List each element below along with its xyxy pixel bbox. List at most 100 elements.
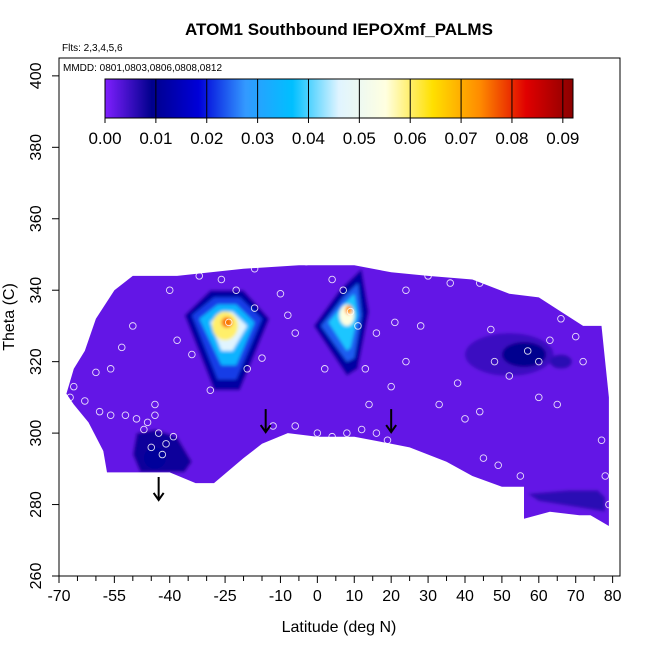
observation-point [346,307,355,316]
observation-point [232,286,240,294]
observation-point [95,407,104,416]
observation-point [320,365,329,373]
x-tick-label: 0 [313,588,322,605]
observation-point [453,379,462,387]
colorbar-border [104,78,574,119]
dates-note: MMDD: 0801,0803,0806,0808,0812 [63,63,222,74]
observation-point [158,450,167,459]
observation-point [605,500,613,509]
observation-point [276,436,285,444]
observation-point [416,322,425,330]
observation-point [391,318,399,327]
observation-point [601,472,609,480]
x-tick-label: 30 [419,588,437,605]
chart-title: ATOM1 Southbound IEPOXmf_PALMS [185,20,493,39]
observation-point [188,350,196,359]
y-tick-label: 300 [28,420,45,447]
arrow-markers [152,409,397,502]
y-tick-label: 360 [28,205,45,232]
colorbar-tick-label: 0.05 [343,129,376,148]
observation-point [597,436,606,444]
observation-point [217,275,226,284]
observation-point [151,400,159,409]
colorbar-tick-label: 0.02 [190,129,223,148]
y-tick-label: 400 [28,62,45,89]
colorbar-tick-label: 0.06 [394,129,427,148]
x-tick-label: 10 [345,588,363,605]
y-tick-label: 320 [28,348,45,375]
observation-point [557,315,565,323]
x-tick-label: 50 [493,588,511,605]
observation-point [302,257,311,266]
down-arrow-marker [385,409,397,434]
observation-point [546,336,554,344]
observation-point [391,454,399,462]
observation-point [553,400,562,409]
flights-note: Flts: 2,3,4,5,6 [62,43,123,54]
observation-point [372,329,381,337]
colorbar-tick-label: 0.00 [88,129,121,148]
y-axis: 260 280 300 320 340 360 380 400 [28,62,59,589]
observation-point [494,461,502,470]
observation-point [250,265,259,273]
observation-point [243,365,251,373]
x-axis: -70 -55 -40 -25 -10 0 10 20 30 40 50 60 70 80 [47,576,622,605]
observation-point [516,472,525,480]
observation-point [66,393,74,402]
observation-point [140,425,148,434]
observation-point [328,432,336,441]
y-tick-label: 340 [28,277,45,304]
observation-point [291,329,299,337]
observation-point [479,454,488,462]
observation-point [343,429,351,437]
observation-point [81,397,89,405]
observation-point [505,372,514,380]
x-tick-label: 80 [604,588,622,605]
y-tick-label: 280 [28,491,45,518]
observation-points [66,254,617,530]
field-hotspot [549,354,573,369]
observation-point [487,325,495,334]
observation-point [361,365,370,373]
observation-point [117,343,126,352]
x-tick-label: -70 [47,588,70,605]
observation-point [476,279,484,287]
observation-point [129,322,137,330]
x-tick-label: 40 [456,588,474,605]
down-arrow-marker [152,476,165,502]
observation-point [608,522,617,530]
observation-point [276,290,285,298]
observation-point [313,429,322,437]
x-tick-label: -55 [103,588,126,605]
x-tick-label: 20 [382,588,400,605]
observation-point [284,311,292,319]
observation-point [162,440,170,448]
field-hotspot [345,305,353,315]
observation-point [339,286,347,294]
y-tick-label: 260 [28,563,45,590]
observation-point [365,400,373,409]
colorbar-tick-label: 0.08 [495,129,528,148]
observation-point [476,407,484,416]
observation-point [154,429,163,437]
observation-point [571,332,580,341]
observation-point [461,415,469,423]
observation-point [372,429,381,437]
y-tick-label: 380 [28,134,45,161]
colorbar: 0.00 0.01 0.02 0.03 0.04 0.05 0.06 0.07 0.08 0.09 [88,78,579,148]
colorbar-tick-label: 0.03 [241,129,274,148]
down-arrow-marker [259,409,272,434]
x-tick-label: 70 [567,588,585,605]
observation-point [402,286,410,294]
x-axis-label: Latitude (deg N) [282,619,397,636]
observation-point [121,411,130,419]
observation-point [147,443,156,452]
observation-point [70,382,78,391]
observation-point [387,382,395,391]
observation-point [169,432,178,441]
observation-point [173,336,181,344]
observation-point [258,354,266,362]
colorbar-tick-label: 0.07 [445,129,478,148]
observation-point [424,272,432,280]
